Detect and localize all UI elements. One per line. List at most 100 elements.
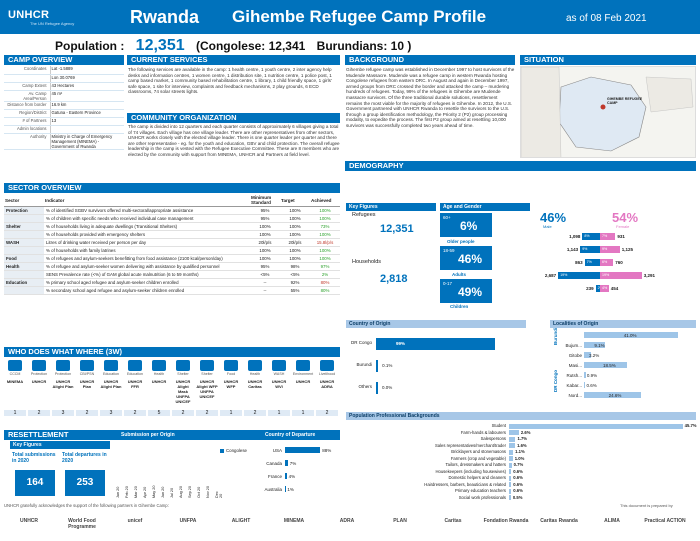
sector-table-row: % of households with family latrines 100%… xyxy=(4,246,340,255)
sector-table-row: % of households provided with emergency … xyxy=(4,230,340,239)
country-origin-chart: DR Congo 99% Burundi 0.1% Others 0.0% xyxy=(346,332,526,402)
www-orgs: UNHCR Alight WFP UNFPA UNICEF xyxy=(196,379,218,399)
camp-overview-key: # of Partners xyxy=(4,117,51,126)
camp-overview-row: Authority Ministry in Charge of Emergency… xyxy=(4,133,124,150)
sector-min-standard: -- xyxy=(250,286,280,295)
community-org-title: COMMUNITY ORGANIZATION xyxy=(127,113,340,123)
sector-min-standard: 100% xyxy=(250,254,280,263)
sector-table-row: Food% of refugees and asylum-seekers ben… xyxy=(4,254,340,263)
locality-name: Kabar... xyxy=(566,383,582,388)
www-orgs: MINEMA xyxy=(6,379,24,384)
sector-table-row: Education% primary school aged refugee a… xyxy=(4,278,340,287)
locality-bar xyxy=(584,392,641,398)
sector-indicator: Litres of drinking water received per pe… xyxy=(44,238,250,247)
sector-achieved: 80% xyxy=(310,286,340,295)
departures-value: 253 xyxy=(65,470,105,496)
departure-chart: USA 88% Canada 7% France 4% Australia 1% xyxy=(258,442,340,502)
neighbor-shape xyxy=(645,76,694,113)
profession-bar xyxy=(509,436,516,442)
sector-indicator: % of households with family latrines xyxy=(44,246,250,255)
report-date: as of 08 Feb 2021 xyxy=(566,13,647,24)
www-cell: Education UNHCR FFR 2 xyxy=(124,360,146,416)
sector-table-header: Target xyxy=(280,194,310,207)
partner-logo: World Food Programme xyxy=(68,518,96,530)
www-cell: Education UNHCR Alight Plan 3 xyxy=(100,360,122,416)
male-pct: 46% xyxy=(540,210,567,225)
age-pyramid: 1,098 8% 7% 931 1,143 9% 9% 1,125 863 7% 6% 760 2,68… xyxy=(530,233,680,301)
children-label: Children xyxy=(450,304,469,309)
submission-chart-axis: Jan 20 Feb 20 Mar 20 Apr 20 May 20 Jun 20 Jul … xyxy=(116,480,226,500)
partner-logo: unicef xyxy=(127,518,143,524)
www-sector: Protection xyxy=(30,372,48,376)
pyramid-male-count: 1,143 xyxy=(566,247,579,252)
www-count: 3 xyxy=(52,410,74,416)
month-tick: Oct 20 xyxy=(197,486,201,498)
children-pct: 49% xyxy=(458,285,483,299)
sector-target: 100% xyxy=(280,230,310,239)
departure-bar xyxy=(285,473,287,479)
partner-logos: UNHCR World Food Programme unicef UNFPA ALIG… xyxy=(4,512,696,538)
sector-name xyxy=(4,230,44,239)
partner-logo: UNHCR xyxy=(19,518,39,524)
sector-icon xyxy=(296,360,310,371)
locality-bar xyxy=(584,332,679,338)
www-count: 1 xyxy=(220,410,242,416)
header-bar: UNHCR The UN Refugee Agency Rwanda Gihem… xyxy=(0,0,700,34)
www-sector: WASH xyxy=(273,372,285,376)
older-pct: 6% xyxy=(460,219,478,233)
partner-logo: PLAN xyxy=(393,518,407,524)
sector-achieved: 2% xyxy=(310,270,340,279)
camp-overview-value: 43 Hectares xyxy=(50,82,124,91)
sector-min-standard: 95% xyxy=(250,206,280,215)
camp-overview-value: Gatuna - Eastern Province xyxy=(50,109,124,118)
origin-country: Others xyxy=(358,384,372,389)
month-tick: Jul 20 xyxy=(170,487,174,498)
sector-min-standard: 95% xyxy=(250,262,280,271)
footer-prepared: This document is prepared by xyxy=(620,503,673,508)
population-burundians: Burundians: 10 ) xyxy=(316,39,412,53)
month-tick: Jan 20 xyxy=(116,486,120,498)
submissions-label: Total submissions in 2020 xyxy=(12,452,56,464)
sector-table-header: Achieved xyxy=(310,194,340,207)
partner-logo: ALIMA xyxy=(604,518,620,524)
www-count: 2 xyxy=(76,410,98,416)
sector-achieved: 15.8l/p/s xyxy=(310,238,340,247)
departure-chart-title: Country of Departure xyxy=(262,431,338,439)
sector-target: 98% xyxy=(280,262,310,271)
profession-name: Salespersons xyxy=(480,436,506,441)
www-orgs: UNHCR Alight Plan xyxy=(52,379,74,389)
camp-overview-key: Authority xyxy=(4,133,51,150)
sector-achieved: 100% xyxy=(310,206,340,215)
localities-chart: 41.0% Bujum... 9.1% Gitobe 3.2% Masi... 18.5% R… xyxy=(560,332,696,407)
sector-name: WASH xyxy=(4,238,44,247)
pyramid-female-count: 1,125 xyxy=(621,247,634,252)
pyramid-female-pct: 19% xyxy=(602,273,610,277)
pyramid-female-pct: 7% xyxy=(602,234,608,238)
pyramid-male-bar xyxy=(558,272,600,279)
month-tick: Nov 20 xyxy=(206,485,210,498)
sector-icon xyxy=(80,360,94,371)
www-count: 2 xyxy=(244,410,266,416)
profession-pct: 0.7% xyxy=(513,462,524,467)
www-orgs: UNHCR Caritas xyxy=(247,379,263,389)
camp-overview-value: 16.9 km xyxy=(50,101,124,110)
rwanda-shape xyxy=(558,76,647,152)
drc-shape xyxy=(521,67,562,157)
www-count: 2 xyxy=(316,410,338,416)
www-count: 2 xyxy=(196,410,218,416)
footer-ack: UNHCR gratefully acknowledges the suppor… xyxy=(4,503,169,508)
partner-logo: Fondation Rwanda xyxy=(483,518,529,524)
sector-icon xyxy=(56,360,70,371)
sector-table-row: % of children with specific needs who re… xyxy=(4,214,340,223)
www-sector: Protection xyxy=(54,372,72,376)
departure-pct: 7% xyxy=(289,461,297,466)
www-orgs: UNHCR xyxy=(151,379,167,384)
adults-box: 18-59 46% xyxy=(440,246,492,270)
map-svg xyxy=(521,67,694,157)
sector-min-standard: <5% xyxy=(250,270,280,279)
sector-icon xyxy=(320,360,334,371)
sector-table-header: Sector xyxy=(4,194,44,207)
sector-table: Sector Indicator Minimum Standard Target Ach… xyxy=(4,194,340,295)
pyramid-female-pct: 9% xyxy=(602,247,608,251)
profession-bar xyxy=(509,495,511,500)
